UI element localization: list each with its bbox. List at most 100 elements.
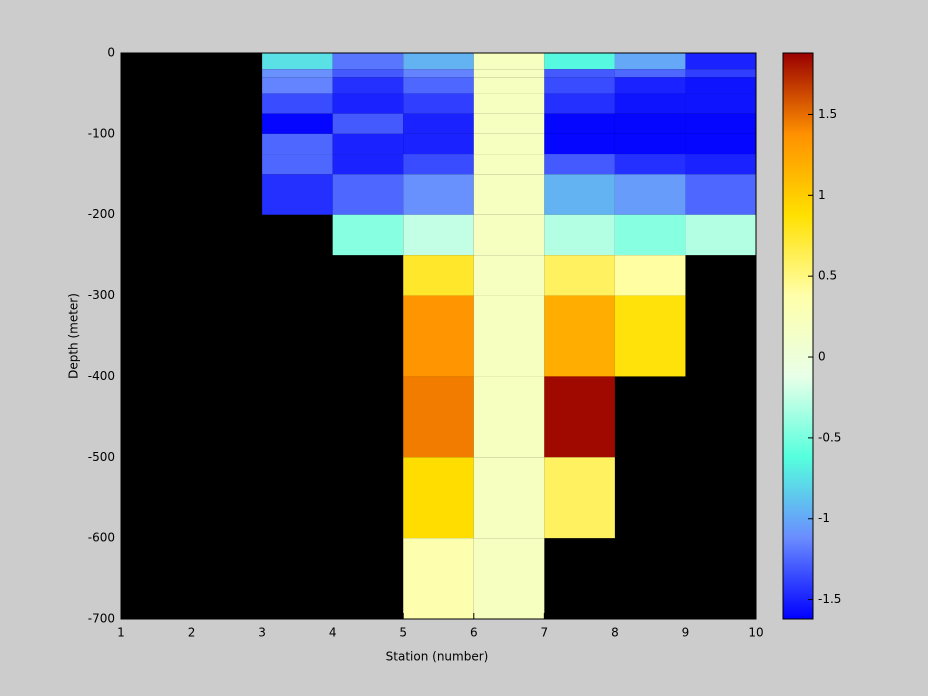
heatmap-cell — [262, 133, 333, 155]
colorbar — [782, 52, 814, 620]
heatmap-cell — [544, 53, 615, 70]
x-tick-label: 9 — [682, 626, 690, 640]
heatmap-cell — [262, 53, 333, 70]
heatmap-cell — [403, 376, 474, 458]
heatmap-cell — [544, 295, 615, 377]
heatmap-cell — [544, 113, 615, 134]
heatmap-cell — [403, 69, 474, 78]
heatmap-cell — [614, 53, 686, 70]
heatmap-cell — [544, 376, 615, 458]
heatmap-cell — [685, 133, 756, 155]
heatmap-cell — [403, 77, 474, 94]
heatmap-cell — [403, 214, 474, 256]
x-tick-label: 1 — [117, 626, 125, 640]
y-tick-label: -500 — [88, 450, 115, 464]
heatmap-cell — [403, 457, 474, 539]
heatmap-cell — [403, 174, 474, 215]
heatmap-cell — [262, 77, 333, 94]
heatmap-cell — [332, 69, 404, 78]
heatmap-cell — [332, 133, 404, 155]
heatmap-cell — [332, 214, 404, 256]
plot-frame — [120, 52, 757, 620]
colorbar-tick-label: -0.5 — [818, 430, 841, 444]
heatmap-cell — [403, 133, 474, 155]
y-tick-label: -600 — [88, 531, 115, 545]
heatmap-cell — [614, 255, 686, 296]
heatmap-cell — [544, 77, 615, 94]
colorbar-tick-label: -1 — [818, 511, 830, 525]
heatmap-cell — [332, 174, 404, 215]
x-tick-label: 10 — [748, 626, 763, 640]
heatmap-cell — [403, 53, 474, 70]
heatmap-cell — [544, 133, 615, 155]
heatmap-cell — [544, 255, 615, 296]
y-tick-label: -700 — [88, 612, 115, 626]
x-tick-label: 2 — [188, 626, 196, 640]
heatmap-cell — [473, 113, 545, 134]
heatmap-cell — [614, 174, 686, 215]
heatmap-cell — [685, 214, 756, 256]
heatmap-cell — [544, 214, 615, 256]
heatmap-cell — [262, 154, 333, 175]
heatmap-cell — [473, 255, 545, 296]
heatmap-cell — [262, 69, 333, 78]
heatmap-cell — [473, 69, 545, 78]
heatmap-cell — [403, 255, 474, 296]
heatmap-cell — [685, 69, 756, 78]
colorbar-tick-label: 1 — [818, 188, 826, 202]
x-tick-label: 6 — [470, 626, 478, 640]
heatmap-cell — [614, 113, 686, 134]
heatmap-cell — [685, 93, 756, 114]
x-tick-label: 7 — [541, 626, 549, 640]
heatmap-cell — [473, 174, 545, 215]
heatmap-cell — [403, 154, 474, 175]
y-tick-label: -300 — [88, 288, 115, 302]
colorbar-tick-label: 0.5 — [818, 269, 837, 283]
heatmap-cell — [473, 77, 545, 94]
heatmap-cell — [614, 295, 686, 377]
heatmap-cell — [614, 154, 686, 175]
heatmap-cell — [332, 77, 404, 94]
heatmap-cell — [614, 69, 686, 78]
heatmap-cell — [614, 133, 686, 155]
heatmap-cell — [685, 113, 756, 134]
colorbar-tick-label: 0 — [818, 350, 826, 364]
y-tick-label: 0 — [107, 46, 115, 60]
heatmap-cell — [685, 174, 756, 215]
y-tick-label: -400 — [88, 369, 115, 383]
x-axis-label: Station (number) — [386, 650, 489, 664]
heatmap-cell — [332, 113, 404, 134]
heatmap-cell — [614, 93, 686, 114]
x-tick-label: 5 — [399, 626, 407, 640]
heatmap-cell — [473, 133, 545, 155]
heatmap-cell — [544, 93, 615, 114]
colorbar-tick-label: -1.5 — [818, 592, 841, 606]
heatmap-cell — [403, 538, 474, 619]
x-tick-label: 3 — [258, 626, 266, 640]
heatmap-cell — [262, 113, 333, 134]
heatmap-cell — [473, 154, 545, 175]
heatmap-cell — [262, 93, 333, 114]
heatmap-cell — [544, 457, 615, 539]
heatmap-cell — [403, 295, 474, 377]
heatmap-cell — [332, 93, 404, 114]
y-tick-label: -100 — [88, 126, 115, 140]
heatmap-cell — [614, 214, 686, 256]
heatmap-cell — [332, 53, 404, 70]
x-tick-label: 8 — [611, 626, 619, 640]
y-axis-label: Depth (meter) — [67, 293, 81, 379]
heatmap-cell — [544, 154, 615, 175]
heatmap-cell — [332, 154, 404, 175]
heatmap-cell — [473, 457, 545, 539]
heatmap-cell — [685, 77, 756, 94]
x-tick-label: 4 — [329, 626, 337, 640]
heatmap-cell — [473, 376, 545, 458]
y-tick-label: -200 — [88, 207, 115, 221]
heatmap-cell — [403, 113, 474, 134]
heatmap-cell — [262, 174, 333, 215]
colorbar-tick-label: 1.5 — [818, 107, 837, 121]
heatmap-cell — [473, 53, 545, 70]
heatmap-cell — [685, 154, 756, 175]
heatmap-cell — [473, 538, 545, 619]
